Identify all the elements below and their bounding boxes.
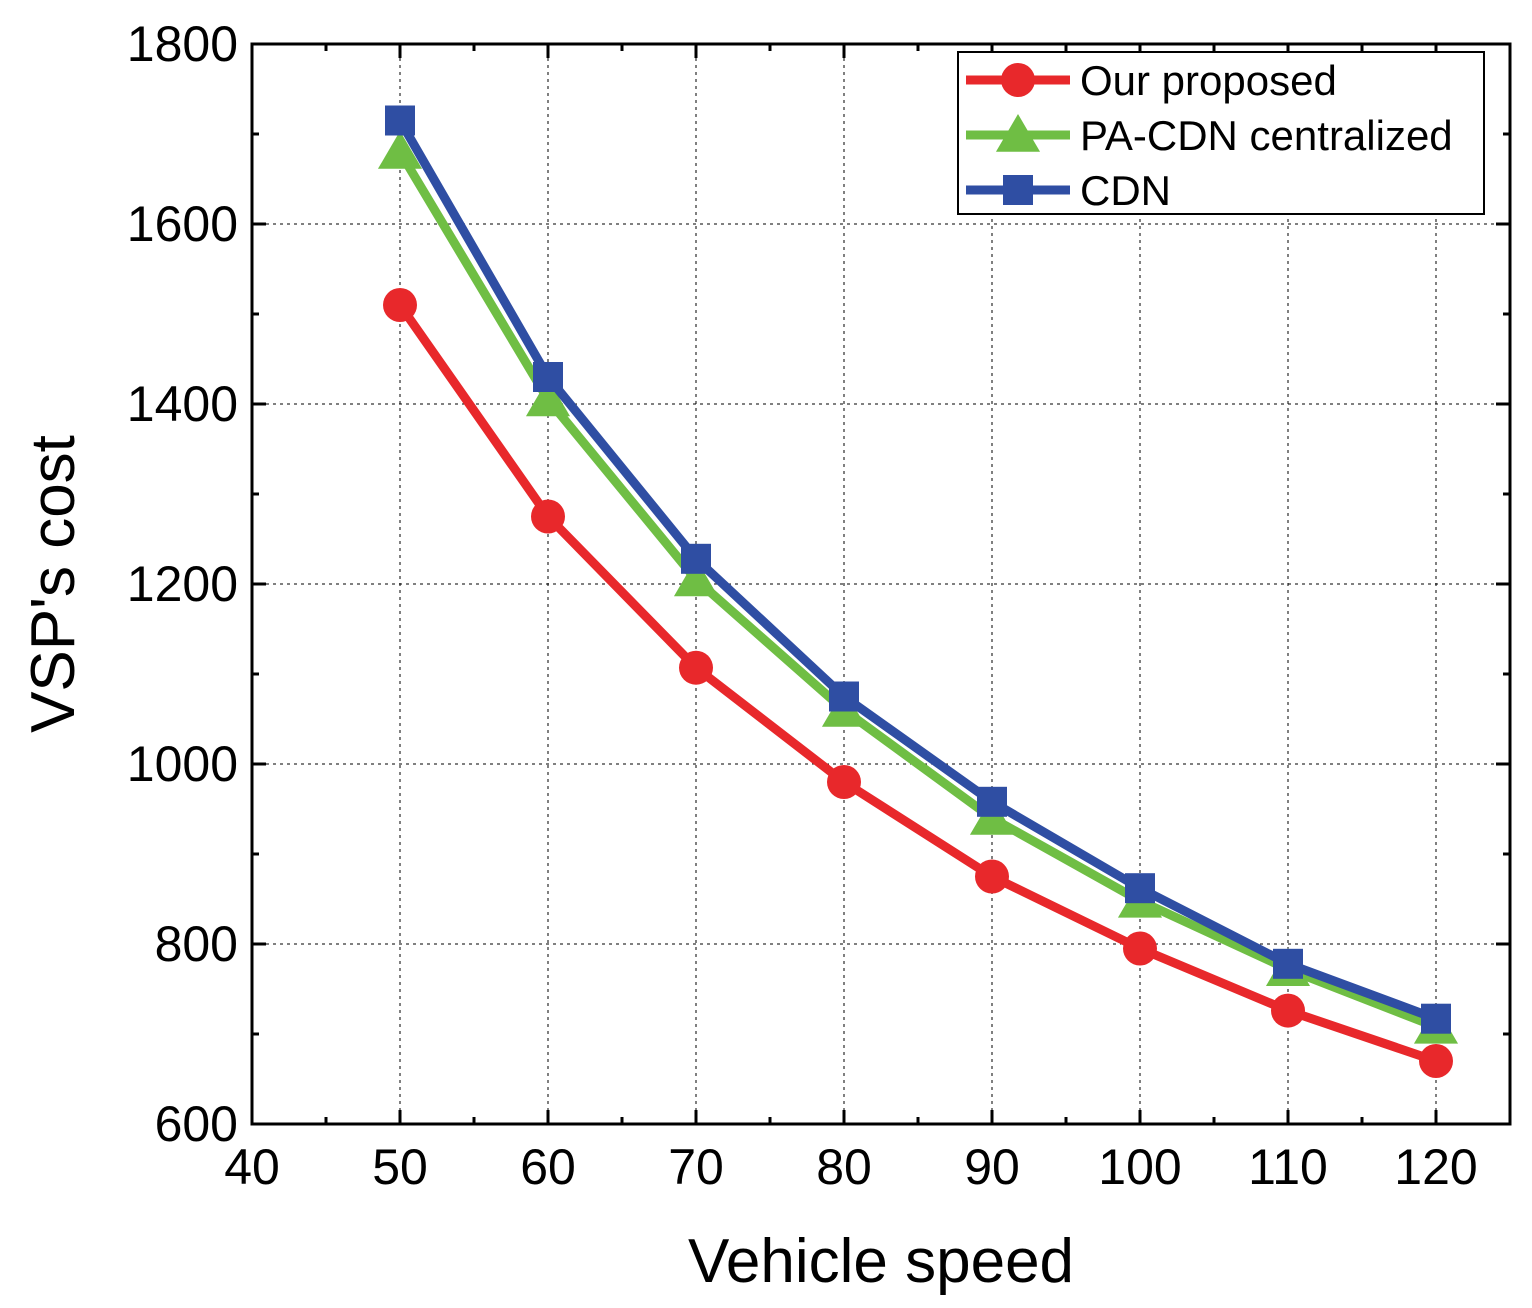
x-tick-label: 120 <box>1394 1139 1477 1195</box>
data-point <box>531 499 565 534</box>
legend-item: PA-CDN centralized <box>966 112 1453 159</box>
data-point <box>681 543 711 574</box>
y-axis-title: VSP's cost <box>19 435 88 733</box>
data-point <box>827 765 861 799</box>
x-tick-label: 100 <box>1098 1139 1181 1195</box>
data-point <box>1123 931 1157 966</box>
data-point <box>1273 948 1303 979</box>
x-axis-title: Vehicle speed <box>688 1227 1074 1296</box>
legend-marker <box>995 114 1041 152</box>
x-tick-labels: 40 50 60 70 80 90 100 110 120 <box>224 1139 1478 1195</box>
y-tick-label: 1600 <box>127 196 238 252</box>
series-line <box>396 302 1438 1066</box>
y-tick-label: 800 <box>155 916 238 972</box>
x-tick-label: 110 <box>1248 1139 1328 1195</box>
legend-marker <box>1001 63 1035 97</box>
data-point <box>977 786 1007 817</box>
x-tick-label: 80 <box>816 1139 872 1195</box>
data-point <box>679 650 713 685</box>
series-line <box>396 118 1438 1023</box>
legend-item: CDN <box>966 167 1171 214</box>
data-point <box>829 681 859 712</box>
data-point <box>1125 873 1155 904</box>
x-tick-label: 70 <box>668 1139 724 1195</box>
y-tick-label: 600 <box>155 1096 238 1152</box>
series-pa-cdn-centralized <box>377 131 1459 1044</box>
data-point <box>673 558 719 597</box>
legend-marker <box>1003 175 1033 205</box>
data-point <box>385 105 415 136</box>
data-point <box>533 362 563 392</box>
x-tick-label: 60 <box>520 1139 576 1195</box>
data-point <box>975 859 1009 894</box>
x-tick-label: 90 <box>964 1139 1020 1195</box>
y-tick-label: 1400 <box>127 376 238 432</box>
legend-label: Our proposed <box>1080 57 1337 104</box>
legend-label: CDN <box>1080 167 1171 214</box>
y-tick-label: 1200 <box>127 556 238 612</box>
legend-label: PA-CDN centralized <box>1080 112 1453 159</box>
series-our-proposed <box>383 288 1453 1078</box>
series-layer <box>377 105 1459 1078</box>
series-cdn <box>385 105 1451 1034</box>
data-point <box>1271 993 1305 1028</box>
data-point <box>1421 1003 1451 1034</box>
data-point <box>1419 1044 1453 1078</box>
legend: Our proposed PA-CDN centralized CDN <box>957 51 1485 215</box>
y-tick-label: 1000 <box>127 736 238 792</box>
x-tick-label: 40 <box>224 1139 280 1195</box>
data-point <box>525 378 571 417</box>
legend-item: Our proposed <box>966 57 1337 104</box>
x-tick-label: 50 <box>372 1139 428 1195</box>
series-line <box>396 149 1438 1031</box>
data-point <box>377 131 423 169</box>
y-tick-label: 1800 <box>127 16 238 72</box>
y-tick-labels: 600 800 1000 1200 1400 1600 1800 <box>127 16 238 1152</box>
data-point <box>383 288 417 322</box>
